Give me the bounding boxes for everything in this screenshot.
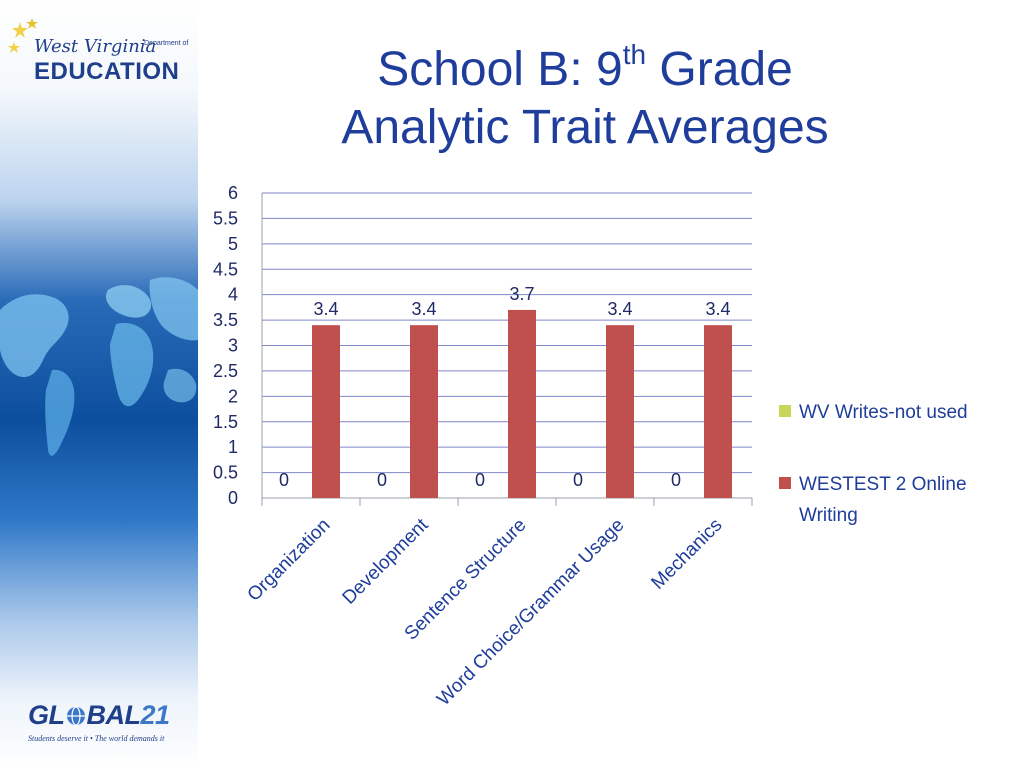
y-tick-label: 1.5: [213, 412, 238, 432]
y-tick-label: 4: [228, 285, 238, 305]
bar: [410, 325, 438, 498]
y-tick-label: 1: [228, 437, 238, 457]
globe-icon: [66, 706, 85, 726]
legend-swatch: [779, 405, 791, 417]
g21-mid: BAL: [86, 700, 142, 730]
y-tick-label: 0: [228, 488, 238, 508]
data-label: 0: [475, 470, 485, 490]
sidebar-panel: West Virginia Department of EDUCATION GL…: [0, 0, 198, 768]
data-label: 0: [671, 470, 681, 490]
y-tick-label: 6: [228, 183, 238, 203]
logo-script-text: West Virginia: [34, 36, 157, 57]
logo-dept-text: Department of: [144, 40, 189, 47]
legend-label: WESTEST 2 Online Writing: [799, 474, 967, 526]
legend-label: WV Writes-not used: [799, 402, 968, 423]
data-label: 3.4: [313, 299, 338, 319]
stars-icon: [8, 18, 38, 53]
title-line-1: School B: 9th Grade: [230, 30, 940, 99]
legend: WV Writes-not used WESTEST 2 Online Writin…: [779, 402, 968, 526]
category-label: Word Choice/Grammar Usage: [433, 515, 628, 710]
g21-prefix: GL: [28, 700, 65, 730]
data-label: 0: [279, 470, 289, 490]
data-label: 3.7: [509, 284, 534, 304]
y-tick-label: 0.5: [213, 463, 238, 483]
data-label: 0: [573, 470, 583, 490]
g21-number: 21: [140, 700, 171, 730]
y-tick-label: 3.5: [213, 310, 238, 330]
wv-education-logo: West Virginia Department of EDUCATION: [4, 14, 194, 85]
bar: [704, 325, 732, 498]
title-suffix: Grade: [646, 43, 793, 96]
title-line-2: Analytic Trait Averages: [341, 101, 829, 154]
data-labels: 0 3.4 0 3.4 0 3.7 0 3.4 0 3.4: [279, 284, 731, 490]
logo-education-text: EDUCATION: [34, 58, 180, 85]
bar: [508, 309, 536, 498]
y-tick-label: 2.5: [213, 361, 238, 381]
world-map-image: [0, 277, 198, 456]
data-label: 3.4: [607, 299, 632, 319]
y-tick-label: 5.5: [213, 208, 238, 228]
title-superscript: th: [622, 39, 647, 70]
gridlines: [262, 192, 752, 474]
y-tick-label: 4.5: [213, 259, 238, 279]
axes: 0 0.5 1 1.5 2 2.5 3 3.5 4 4.5 5 5.5 6: [213, 183, 753, 508]
data-label: 3.4: [705, 299, 730, 319]
data-label: 0: [377, 470, 387, 490]
y-tick-label: 2: [228, 386, 238, 406]
y-tick-label: 3: [228, 336, 238, 356]
global21-tagline: Students deserve it • The world demands …: [28, 734, 165, 743]
y-tick-label: 5: [228, 234, 238, 254]
category-label: Mechanics: [647, 515, 726, 594]
bars: [312, 309, 732, 498]
category-label: Organization: [244, 515, 335, 606]
legend-swatch: [779, 477, 791, 489]
category-label: Development: [339, 514, 434, 609]
bar: [312, 325, 340, 498]
global21-wordmark: GL BAL21: [28, 700, 170, 731]
data-label: 3.4: [411, 299, 436, 319]
global21-logo: GL BAL21 Students deserve it • The world …: [28, 700, 198, 750]
bar: [606, 325, 634, 498]
page-title: School B: 9th Grade Analytic Trait Avera…: [230, 30, 940, 157]
title-prefix: School B: 9: [377, 43, 623, 96]
